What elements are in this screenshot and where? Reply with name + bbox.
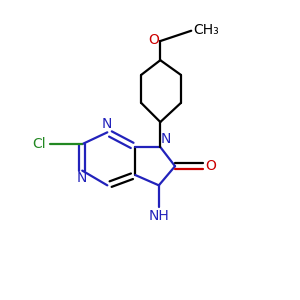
Text: O: O <box>206 159 216 173</box>
Text: NH: NH <box>148 209 169 223</box>
Text: O: O <box>148 33 159 47</box>
Text: N: N <box>161 132 171 146</box>
Text: Cl: Cl <box>33 137 46 151</box>
Text: N: N <box>102 117 112 131</box>
Text: N: N <box>76 172 87 185</box>
Text: CH₃: CH₃ <box>194 23 219 37</box>
